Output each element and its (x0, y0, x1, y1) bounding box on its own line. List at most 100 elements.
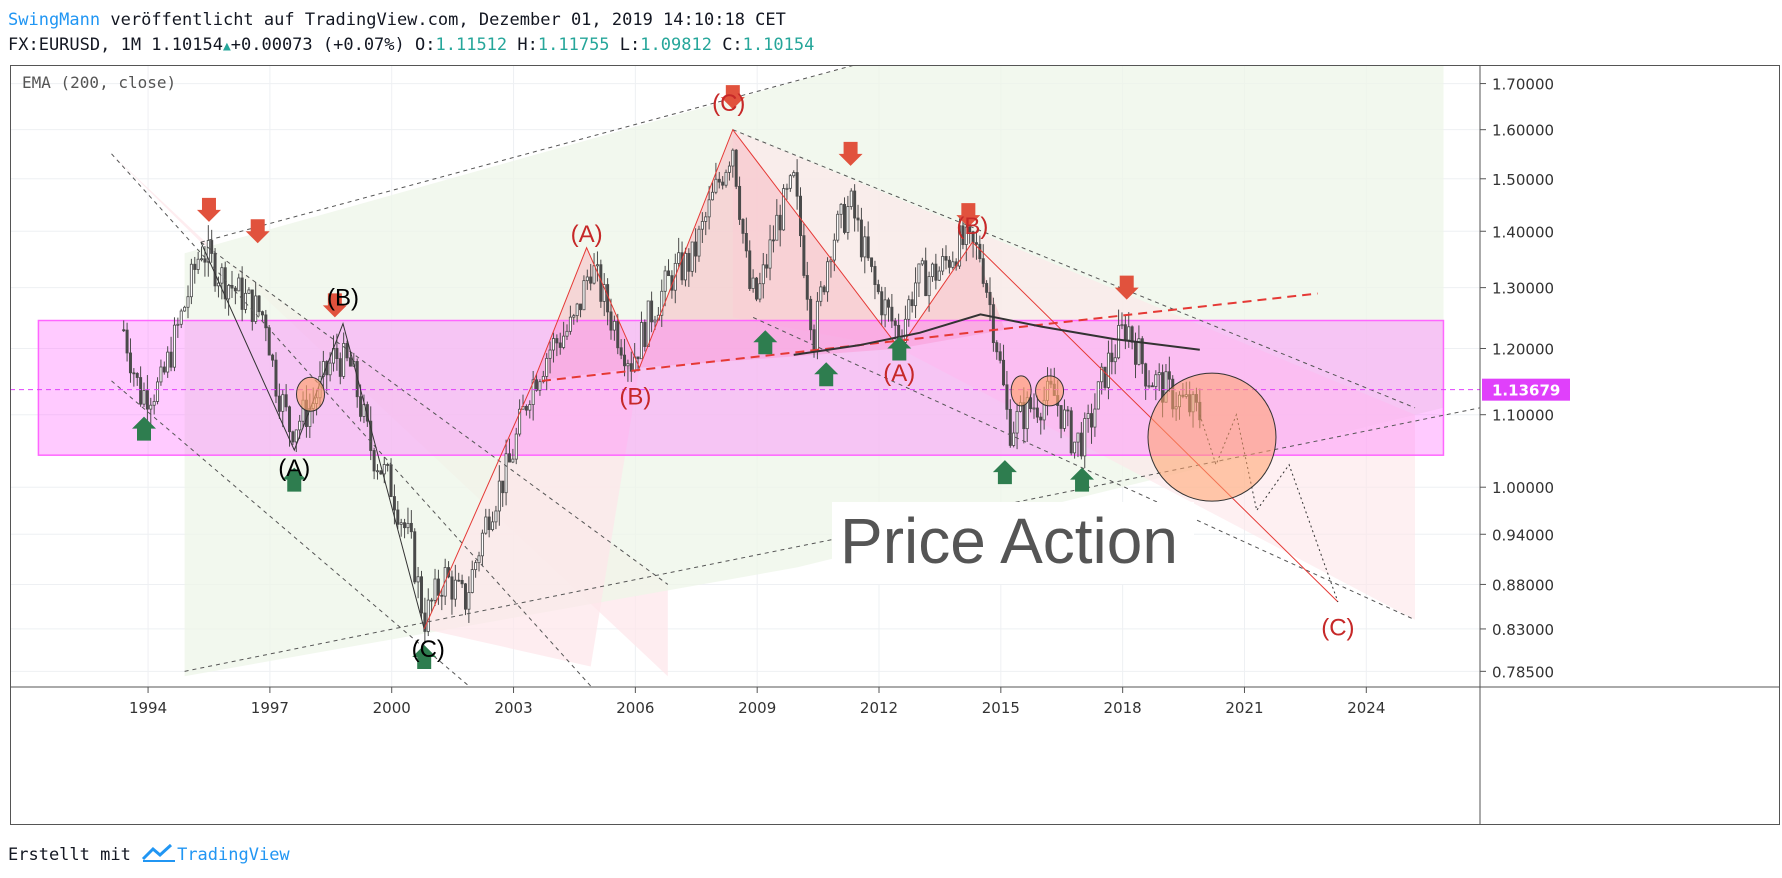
candle-body (342, 343, 346, 377)
candle-body (172, 324, 176, 368)
candle-body (917, 263, 921, 284)
candle-body (870, 257, 874, 267)
candle-body (535, 379, 539, 391)
candle-body (345, 343, 349, 359)
candle-body (1106, 352, 1110, 388)
candle-body (1144, 363, 1148, 387)
candle-body (602, 284, 606, 302)
candle-body (1154, 374, 1158, 387)
shaded-bear-channel-2 (732, 129, 1415, 620)
candle-body (487, 516, 491, 531)
author-link[interactable]: SwingMann (8, 10, 101, 30)
candle-body (1157, 372, 1161, 376)
bullish-arrow-icon (814, 362, 839, 387)
x-tick-label: 2015 (982, 699, 1020, 717)
candle-body (125, 329, 129, 354)
highlight-ellipse (295, 376, 325, 412)
candle-body (876, 284, 880, 293)
candle-body (277, 395, 281, 412)
wave-label: (C) (712, 90, 745, 117)
candle-body (467, 592, 471, 610)
candle-body (335, 347, 339, 360)
current-price-tag (1482, 378, 1570, 401)
candle-body (426, 599, 430, 632)
close-label: C: (722, 35, 743, 55)
wave-label: (A) (571, 221, 603, 248)
candle-body (660, 290, 664, 316)
candle-body (179, 310, 183, 325)
channel-line-upper-bear (732, 129, 1416, 409)
candle-body (369, 420, 373, 451)
chart-border (10, 65, 1780, 825)
candle-body (704, 216, 708, 222)
candle-body (1167, 371, 1171, 380)
candle-body (907, 299, 911, 320)
tradingview-logo-icon (142, 843, 176, 862)
candle-body (504, 453, 508, 494)
x-tick-label: 2012 (860, 699, 898, 717)
candle-body (1123, 324, 1127, 341)
candle-body (711, 191, 715, 201)
candle-body (903, 318, 907, 343)
x-tick-label: 2009 (738, 699, 776, 717)
highlight-ellipse (1010, 375, 1032, 407)
candle-body (149, 404, 153, 410)
wave-line-red (423, 128, 1339, 630)
candle-body (288, 406, 292, 433)
candle-body (135, 373, 139, 378)
chart-frame[interactable]: (A) (B) (C) (A) (B) (C) (A) (B) (C) 1.70000 1.600… (10, 65, 1780, 825)
candle-body (595, 264, 599, 267)
candle-body (694, 241, 698, 257)
candle-body (629, 363, 633, 372)
candle-body (998, 351, 1002, 361)
target-circle (1147, 372, 1277, 502)
tradingview-brand-link[interactable]: TradingView (177, 845, 290, 865)
high-value: 1.11755 (537, 35, 610, 55)
candle-body (1083, 418, 1087, 457)
bearish-arrow-icon (956, 203, 981, 228)
candle-body (978, 243, 982, 260)
candle-body (805, 275, 809, 300)
candle-body (156, 381, 160, 402)
x-tick-label: 2000 (373, 699, 411, 717)
candle-body (1029, 397, 1033, 410)
wave-label: (B) (956, 213, 988, 240)
candle-body (1117, 325, 1121, 359)
candle-body (1035, 407, 1039, 418)
candle-body (886, 299, 890, 308)
candle-body (937, 270, 941, 281)
candle-body (355, 361, 359, 398)
candle-body (264, 314, 268, 329)
candle-body (589, 276, 593, 284)
candle-body (836, 213, 840, 241)
candle-body (1069, 410, 1073, 454)
candle-body (200, 258, 204, 261)
y-tick-label: 1.20000 (1492, 341, 1554, 359)
candle-body (920, 260, 924, 265)
candle-body (741, 219, 745, 234)
candle-body (991, 304, 995, 344)
candle-body (1150, 385, 1154, 388)
candle-body (974, 242, 978, 245)
candle-body (545, 357, 549, 377)
candle-body (152, 401, 156, 406)
candle-body (1120, 324, 1124, 327)
wave-label: (C) (1321, 614, 1354, 641)
price-chart[interactable]: (A) (B) (C) (A) (B) (C) (A) (B) (C) 1.70000 1.600… (10, 65, 1780, 825)
candle-body (782, 188, 786, 231)
candle-body (880, 291, 884, 316)
candle-body (396, 509, 400, 525)
candle-body (376, 470, 379, 473)
candle-body (386, 464, 390, 466)
candle-body (274, 359, 278, 397)
candle-body (1130, 326, 1134, 343)
candle-body (555, 338, 559, 344)
candle-body (528, 404, 532, 411)
candle-body (1079, 432, 1083, 457)
candle-body (507, 453, 511, 463)
candle-body (609, 311, 613, 331)
candle-body (910, 299, 914, 307)
candle-body (413, 531, 417, 583)
candle-body (853, 190, 857, 219)
candle-body (142, 390, 146, 405)
